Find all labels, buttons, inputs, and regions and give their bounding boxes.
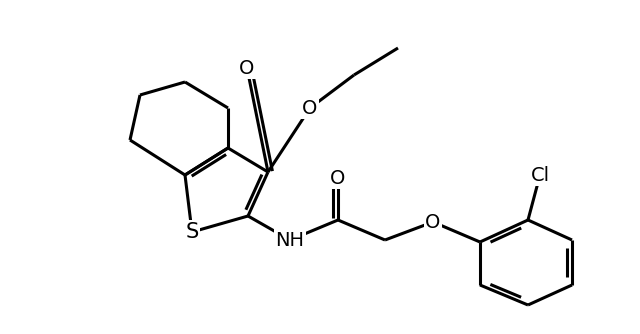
Text: NH: NH xyxy=(275,230,305,249)
Text: O: O xyxy=(426,212,441,231)
Text: O: O xyxy=(302,99,317,118)
Text: S: S xyxy=(186,222,198,242)
Text: O: O xyxy=(330,168,346,187)
Text: O: O xyxy=(239,58,255,77)
Text: Cl: Cl xyxy=(531,166,550,184)
